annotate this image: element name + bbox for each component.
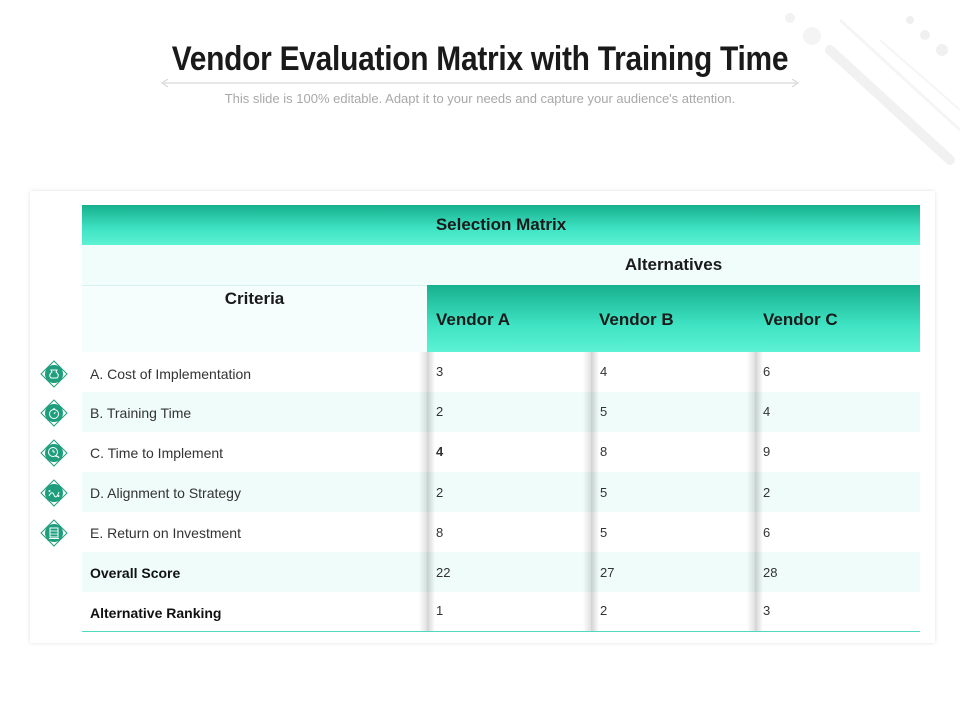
criteria-header-cell	[82, 285, 427, 352]
decorative-corner-lines	[785, 13, 960, 165]
overall-score-label: Overall Score	[90, 565, 181, 581]
score-cell: 8	[436, 525, 444, 540]
vendor-b-header: Vendor B	[599, 310, 674, 329]
column-divider	[747, 352, 755, 632]
rank-cell: 2	[600, 603, 608, 618]
score-cell: 5	[600, 525, 608, 540]
table-row	[82, 392, 920, 432]
rank-cell: 1	[436, 603, 444, 618]
alternative-ranking-label: Alternative Ranking	[90, 605, 222, 621]
criteria-label: Criteria	[224, 289, 285, 308]
column-divider	[583, 352, 591, 632]
table-row	[82, 352, 920, 392]
alternatives-label: Alternatives	[624, 255, 723, 274]
score-cell: 2	[436, 485, 444, 500]
title-underline-arrow	[161, 78, 799, 88]
score-cell: 3	[436, 364, 444, 379]
criterion-label: A. Cost of Implementation	[90, 366, 252, 382]
score-cell: 5	[600, 404, 608, 419]
score-cell: 4	[600, 364, 608, 379]
table-row	[82, 592, 920, 632]
score-cell: 2	[763, 485, 771, 500]
money-bag-icon	[40, 360, 68, 388]
score-cell: 6	[763, 364, 771, 379]
rank-cell: 3	[763, 603, 771, 618]
column-divider	[755, 352, 763, 632]
vendor-header-row	[427, 285, 920, 352]
column-divider	[591, 352, 599, 632]
table-row	[82, 432, 920, 472]
score-cell: 9	[763, 444, 771, 459]
column-divider	[427, 352, 435, 632]
table-bottom-border	[82, 631, 920, 632]
score-cell: 6	[763, 525, 771, 540]
score-cell: 5	[600, 485, 608, 500]
criterion-label: E. Return on Investment	[90, 525, 241, 541]
score-cell: 4	[436, 444, 444, 459]
table-row	[82, 472, 920, 512]
column-divider	[419, 352, 427, 632]
table-row	[82, 552, 920, 592]
criterion-label: C. Time to Implement	[90, 445, 224, 461]
page-title: Vendor Evaluation Matrix with Training T…	[171, 40, 789, 78]
alternatives-band	[82, 245, 920, 285]
stopwatch-icon	[40, 399, 68, 427]
score-cell: 8	[600, 444, 608, 459]
criterion-label: D. Alignment to Strategy	[90, 485, 241, 501]
table-row	[82, 512, 920, 552]
score-cell: 4	[763, 404, 771, 419]
selection-matrix-header: Selection Matrix	[82, 205, 920, 245]
strategy-icon	[40, 479, 68, 507]
clock-hand-icon	[40, 439, 68, 467]
score-cell: 28	[763, 565, 778, 580]
criterion-label: B. Training Time	[90, 405, 192, 421]
score-cell: 27	[600, 565, 615, 580]
vendor-c-header: Vendor C	[763, 310, 838, 329]
vendor-a-header: Vendor A	[436, 310, 510, 329]
investment-icon	[40, 519, 68, 547]
score-cell: 22	[436, 565, 451, 580]
score-cell: 2	[436, 404, 444, 419]
page-subtitle: This slide is 100% editable. Adapt it to…	[224, 91, 736, 106]
